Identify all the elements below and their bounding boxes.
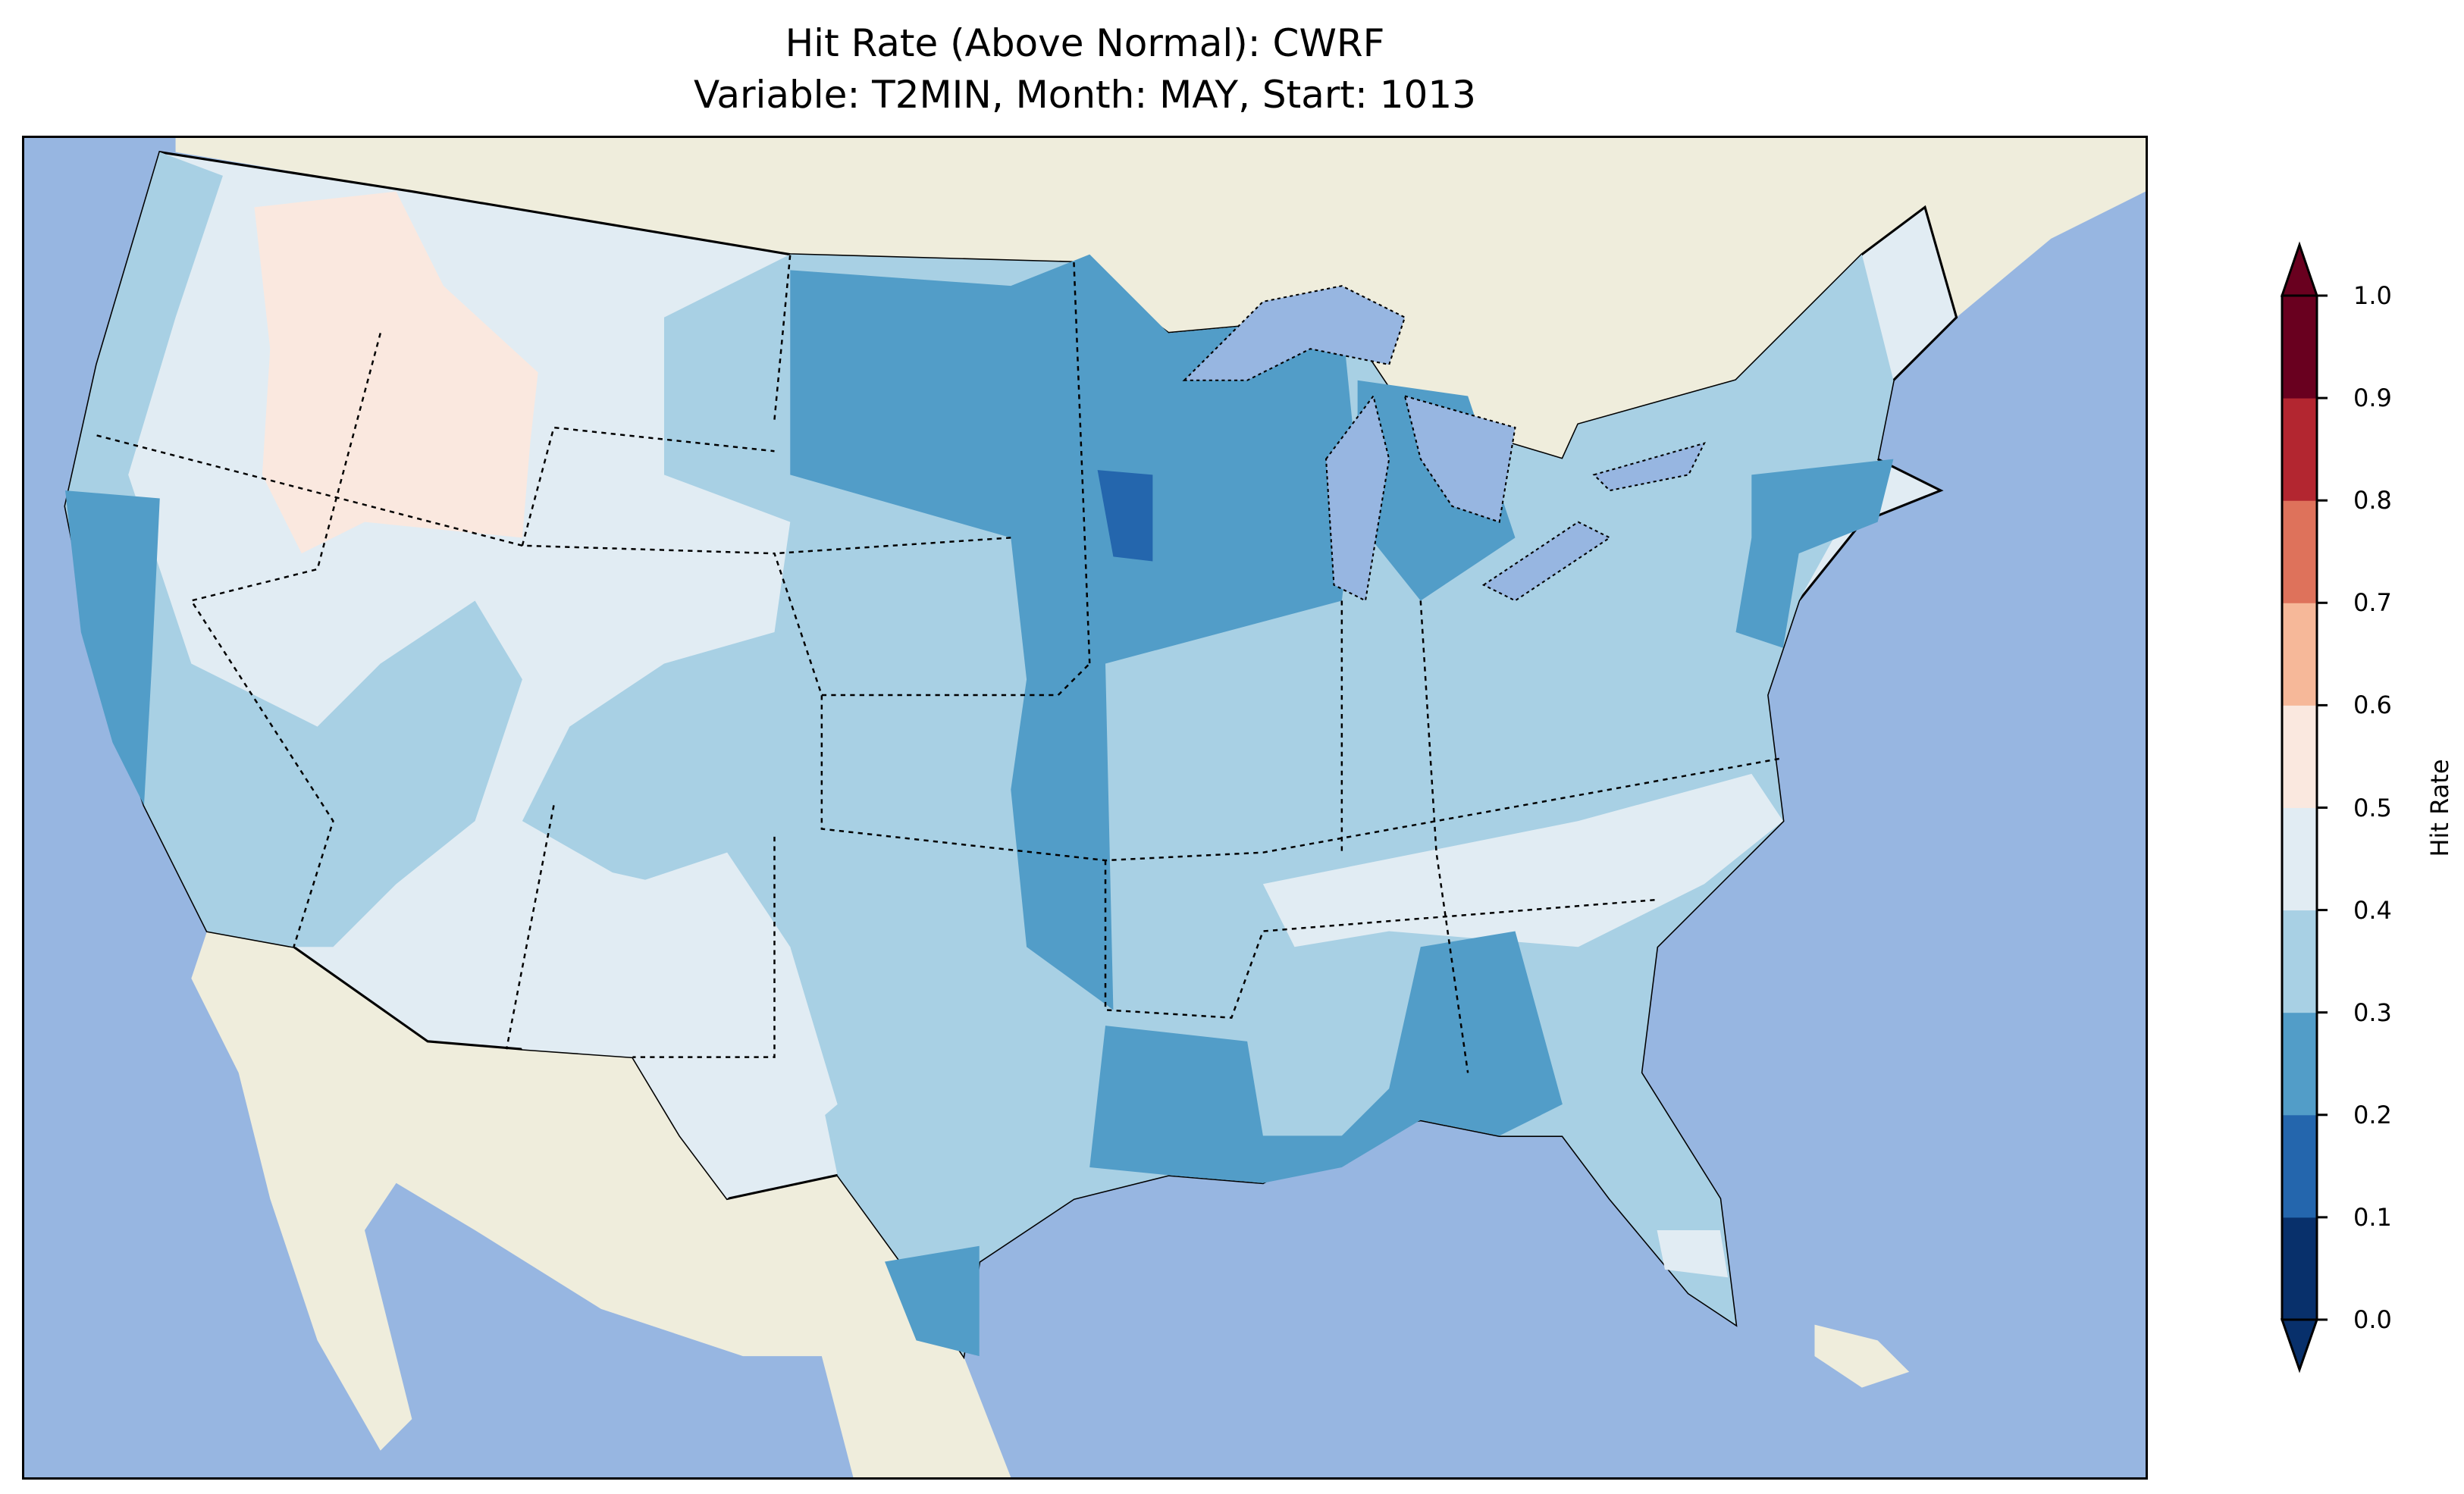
colorbar-tick-label: 1.0 xyxy=(2353,281,2392,310)
canada-land xyxy=(175,138,2146,475)
colorbar-segment xyxy=(2282,1114,2317,1218)
cuba-land xyxy=(1814,1324,1910,1388)
colorbar-segment xyxy=(2282,1012,2317,1116)
region-04-05-carolinas xyxy=(1262,773,1783,947)
region-04-05-southwest xyxy=(475,852,838,1199)
colorbar-tick-label: 0.2 xyxy=(2353,1100,2392,1129)
mexico-land xyxy=(191,931,1011,1477)
lake-huron xyxy=(1403,395,1516,524)
colorbar-tick-label: 0.4 xyxy=(2353,895,2392,925)
region-02-03-south-texas xyxy=(884,1245,980,1357)
colorbar-tick-label: 0.7 xyxy=(2353,588,2392,618)
colorbar-extend-min xyxy=(2280,1318,2319,1373)
lake-ontario xyxy=(1592,442,1706,492)
region-02-03-california xyxy=(65,490,160,806)
colorbar-extend-max xyxy=(2280,241,2319,297)
colorbar-tick-label: 0.6 xyxy=(2353,691,2392,720)
region-01-02-minnesota xyxy=(1097,470,1153,562)
lake-superior xyxy=(1182,285,1406,381)
colorbar-tick-label: 0.8 xyxy=(2353,486,2392,515)
colorbar-segment xyxy=(2282,603,2317,706)
region-04-05-florida-keys xyxy=(1657,1230,1729,1278)
lake-michigan xyxy=(1324,394,1390,603)
region-02-03-gulf xyxy=(1089,931,1563,1183)
colorbar-label: Hit Rate xyxy=(2425,759,2454,857)
chart-title: Hit Rate (Above Normal): CWRF xyxy=(785,21,1385,65)
lake-erie xyxy=(1481,521,1612,602)
colorbar-tick-label: 0.3 xyxy=(2353,998,2392,1027)
colorbar-segment xyxy=(2282,500,2317,603)
colorbar-segment xyxy=(2282,1217,2317,1320)
colorbar-segment xyxy=(2282,910,2317,1013)
map-plot xyxy=(22,136,2148,1480)
colorbar-segment xyxy=(2282,398,2317,501)
chart-subtitle: Variable: T2MIN, Month: MAY, Start: 1013 xyxy=(694,73,1476,117)
colorbar-segment xyxy=(2282,296,2317,399)
region-03-04-west xyxy=(65,152,522,947)
colorbar-tick-label: 0.0 xyxy=(2353,1305,2392,1334)
colorbar-segment xyxy=(2282,807,2317,911)
region-05-06-idaho-montana xyxy=(254,191,538,554)
colorbar xyxy=(2280,241,2328,1373)
region-02-03-northeast xyxy=(1735,459,1894,648)
colorbar-segment xyxy=(2282,705,2317,808)
colorbar-tick-label: 0.5 xyxy=(2353,793,2392,822)
state-boundaries xyxy=(96,254,1784,1073)
colorbar-tick-label: 0.1 xyxy=(2353,1202,2392,1232)
colorbar-tick-label: 0.9 xyxy=(2353,384,2392,413)
region-02-03-midwest xyxy=(790,254,1358,1010)
